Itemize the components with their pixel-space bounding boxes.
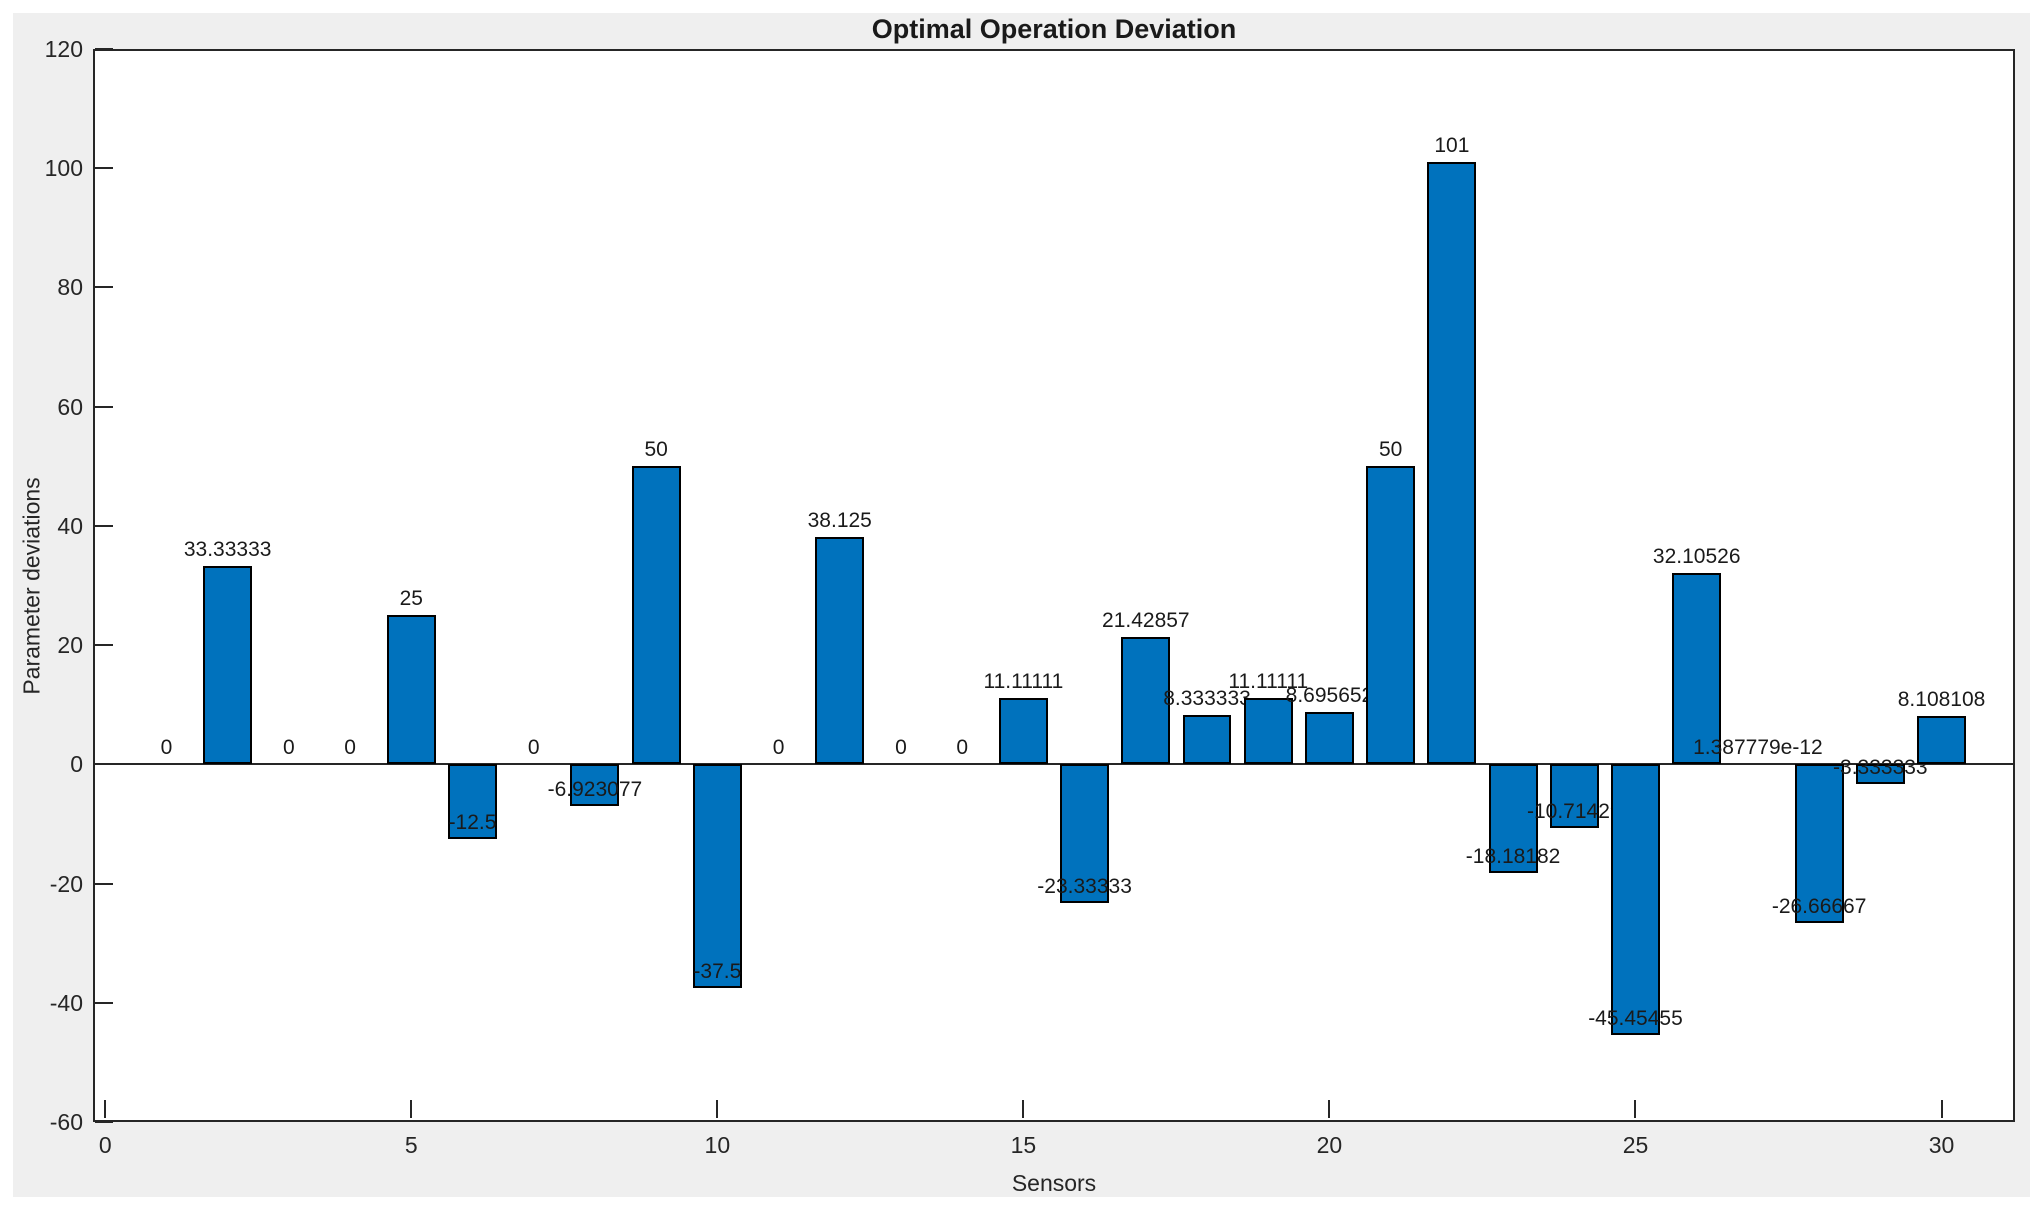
x-tick-mark [1022, 1100, 1025, 1118]
y-axis-label: Parameter deviations [18, 476, 45, 695]
bar-value-label-sensor-28: -26.66667 [1771, 895, 1867, 919]
bar-value-label-sensor-5: 25 [399, 587, 423, 611]
bar-sensor-29 [1855, 764, 1905, 785]
bar-value-label-sensor-20: 8.695652 [1285, 684, 1374, 708]
bar-value-label-sensor-27: 1.387779e-12 [1693, 736, 1823, 760]
bar-value-label-sensor-8: -6.923077 [547, 777, 643, 801]
bar-value-label-sensor-15: 11.11111 [983, 670, 1064, 694]
bar-sensor-12 [815, 537, 865, 765]
bar-value-label-sensor-26: 32.10526 [1652, 544, 1741, 568]
x-tick-mark [716, 1100, 719, 1118]
bar-value-label-sensor-18: 8.333333 [1163, 686, 1251, 710]
x-tick-label: 20 [1316, 1132, 1343, 1158]
bar-value-label-sensor-7: 0 [527, 736, 540, 760]
x-tick-mark [1634, 1100, 1637, 1118]
y-tick-label: 80 [57, 274, 83, 301]
y-tick-label: 60 [57, 393, 83, 420]
zero-baseline [95, 763, 2013, 766]
bar-sensor-28 [1794, 764, 1844, 924]
bar-value-label-sensor-11: 0 [772, 736, 785, 760]
x-tick-label: 15 [1010, 1132, 1037, 1158]
bar-value-label-sensor-19: 11.11111 [1228, 670, 1309, 694]
y-tick-mark [95, 1121, 113, 1123]
bar-value-label-sensor-9: 50 [644, 438, 668, 462]
y-tick-mark [95, 644, 113, 647]
bar-sensor-19 [1243, 698, 1293, 765]
x-tick-label: 30 [1928, 1132, 1955, 1158]
bar-sensor-2 [203, 565, 253, 765]
bar-sensor-17 [1121, 636, 1171, 765]
bar-value-label-sensor-25: -45.45455 [1588, 1007, 1683, 1031]
bar-sensor-26 [1672, 572, 1722, 765]
x-tick-label: 0 [98, 1132, 112, 1158]
bar-sensor-24 [1549, 764, 1599, 829]
x-tick-mark [1940, 1100, 1943, 1118]
bar-value-label-sensor-29: -3.333333 [1833, 756, 1928, 780]
bar-sensor-10 [692, 764, 742, 988]
y-tick-label: -40 [49, 989, 83, 1016]
bar-sensor-15 [998, 698, 1048, 765]
bar-value-label-sensor-6: -12.5 [448, 810, 497, 834]
x-tick-label: 10 [704, 1132, 731, 1158]
bar-sensor-21 [1366, 466, 1416, 765]
bar-value-label-sensor-24: -10.71429 [1526, 800, 1622, 824]
bar-value-label-sensor-4: 0 [344, 736, 356, 760]
bar-value-label-sensor-10: -37.5 [693, 959, 742, 983]
bar-sensor-20 [1304, 712, 1354, 765]
bar-value-label-sensor-21: 50 [1378, 438, 1403, 462]
bar-sensor-25 [1611, 764, 1660, 1036]
bar-value-label-sensor-13: 0 [895, 736, 907, 760]
bar-sensor-16 [1060, 764, 1110, 904]
y-tick-mark [95, 286, 113, 289]
y-tick-mark [95, 48, 113, 50]
bar-sensor-23 [1488, 764, 1538, 873]
y-tick-label: 100 [44, 155, 83, 182]
bar-sensor-5 [386, 615, 436, 765]
y-tick-mark [95, 524, 113, 527]
y-tick-label: -60 [49, 1109, 83, 1135]
x-tick-mark [1328, 1100, 1331, 1118]
x-tick-label: 5 [404, 1132, 418, 1158]
y-tick-label: 0 [70, 751, 83, 778]
y-tick-label: 40 [57, 512, 83, 539]
bar-value-label-sensor-2: 33.33333 [183, 537, 272, 561]
y-tick-label: 120 [44, 36, 83, 62]
bar-sensor-30 [1917, 716, 1967, 765]
x-tick-label: 25 [1622, 1132, 1649, 1158]
bar-value-label-sensor-16: -23.33333 [1037, 875, 1132, 899]
y-tick-label: -20 [49, 870, 83, 897]
bar-sensor-9 [631, 466, 681, 765]
x-tick-mark [104, 1100, 107, 1118]
bar-value-label-sensor-30: 8.108108 [1897, 688, 1986, 711]
y-tick-mark [95, 882, 113, 885]
bar-value-label-sensor-3: 0 [283, 736, 295, 760]
bar-sensor-22 [1427, 162, 1477, 765]
bar-sensor-8 [570, 764, 620, 806]
bar-value-label-sensor-17: 21.42857 [1102, 608, 1190, 632]
x-axis-label: Sensors [1011, 1170, 1097, 1196]
bar-value-label-sensor-1: 0 [160, 736, 173, 760]
plot-area [93, 49, 2015, 1122]
y-tick-label: 20 [57, 632, 83, 659]
bar-value-label-sensor-23: -18.18182 [1465, 844, 1561, 868]
bar-value-label-sensor-12: 38.125 [807, 509, 872, 533]
bar-sensor-6 [448, 764, 497, 839]
bar-value-label-sensor-22: 101 [1434, 134, 1470, 158]
bar-value-label-sensor-14: 0 [956, 736, 969, 760]
y-tick-mark [95, 167, 113, 170]
y-tick-mark [95, 1001, 113, 1004]
y-tick-mark [95, 405, 113, 408]
bar-sensor-18 [1182, 714, 1232, 765]
chart-title: Optimal Operation Deviation [871, 14, 1237, 44]
x-tick-mark [410, 1100, 413, 1118]
